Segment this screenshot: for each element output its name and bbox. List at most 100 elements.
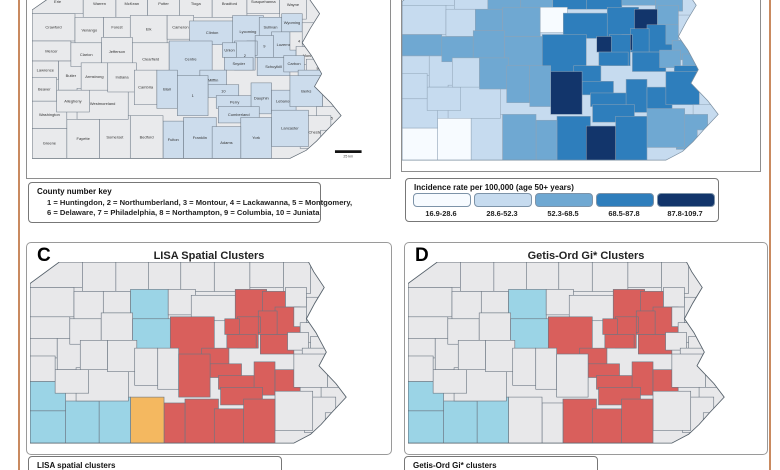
county-elk — [130, 289, 169, 320]
county-label-crawford: Crawford — [45, 26, 61, 30]
county-mercer — [408, 316, 449, 339]
county-bradford — [586, 0, 623, 10]
county-armstrong — [457, 340, 486, 370]
county-delaware — [320, 129, 340, 149]
county-clarion — [69, 318, 102, 345]
county-jefferson — [100, 312, 133, 345]
county-tioga — [180, 262, 215, 292]
county-somerset — [99, 115, 131, 159]
county-lancaster — [646, 108, 685, 148]
county-pike — [684, 296, 706, 323]
county-franklin — [556, 116, 591, 161]
county-allegheny — [426, 86, 461, 111]
right-margin-rule — [769, 0, 771, 470]
county-key-line-2: 6 = Delaware, 7 = Philadelphia, 8 = Nort… — [47, 208, 320, 217]
county-label-lancaster: Lancaster — [281, 127, 299, 131]
county-erie — [30, 262, 83, 288]
county-york — [615, 116, 648, 161]
county-huntingdon — [177, 75, 209, 116]
county-carbon — [659, 49, 681, 68]
county-bedford — [130, 396, 165, 444]
panel-d-getis-map — [408, 262, 725, 444]
county-label-lawrence: Lawrence — [37, 69, 54, 73]
state-outline — [402, 0, 719, 161]
county-label-wyoming: Wyoming — [284, 21, 301, 25]
legend-label-4: 68.5-87.8 — [608, 209, 640, 218]
county-somerset — [476, 396, 509, 444]
panel-c-title: LISA Spatial Clusters — [153, 250, 265, 262]
legend-swatch-3 — [535, 193, 593, 207]
county-elk — [129, 15, 168, 44]
county-venango — [74, 17, 104, 44]
county-label-wayne: Wayne — [287, 3, 299, 7]
county-adams — [213, 408, 244, 444]
county-label-dauphin: Dauphin — [254, 97, 269, 101]
county-label-perry: Perry — [230, 100, 240, 104]
county-armstrong — [451, 57, 480, 88]
county-wyoming — [285, 287, 307, 308]
county-label-union: Union — [224, 49, 234, 53]
county-lawrence — [402, 55, 430, 76]
county-lawrence — [30, 338, 58, 359]
county-label-bradford: Bradford — [222, 2, 237, 6]
county-cambria — [134, 347, 159, 386]
county-columbia — [635, 310, 656, 335]
county-wyoming — [657, 5, 679, 26]
county-label-monroe: Monroe — [303, 54, 317, 58]
county-label-carbon: Carbon — [287, 62, 300, 66]
county-snyder — [598, 51, 629, 66]
county-label-cumberland: Cumberland — [228, 113, 250, 117]
county-label-mercer: Mercer — [45, 49, 58, 53]
county-label-philadelphia: 7 — [344, 132, 346, 136]
county-bedford — [502, 114, 537, 161]
county-beaver — [32, 77, 57, 102]
county-lancaster — [274, 390, 314, 431]
county-erie — [408, 262, 461, 288]
county-forest — [475, 8, 503, 31]
county-label-bedford: Bedford — [140, 136, 154, 140]
county-beaver — [402, 73, 428, 100]
county-jefferson — [472, 30, 505, 63]
county-fulton — [163, 402, 186, 444]
county-label-westmoreland: Westmoreland — [90, 102, 116, 106]
state-outline — [32, 0, 342, 159]
county-lancaster — [271, 109, 309, 147]
county-label-cambria: Cambria — [138, 86, 154, 90]
county-york — [621, 398, 654, 444]
county-snyder — [226, 334, 257, 349]
county-label-mckean: McKean — [124, 2, 139, 6]
county-label-york: York — [252, 136, 260, 140]
county-label-susquehanna: Susquehanna — [251, 0, 277, 4]
county-label-clearfield: Clearfield — [142, 58, 159, 62]
county-label-luzerne: Luzerne — [277, 43, 291, 47]
state-outline — [30, 262, 347, 444]
incidence-legend-title: Incidence rate per 100,000 (age 50+ year… — [414, 183, 574, 192]
county-label-greene: Greene — [43, 142, 56, 146]
county-label-warren: Warren — [93, 2, 106, 6]
state-outline — [408, 262, 725, 444]
legend-swatch-4 — [596, 193, 654, 207]
county-mercer — [30, 316, 71, 339]
county-label-juniata: 10 — [221, 90, 225, 94]
county-fulton — [541, 402, 564, 444]
county-mckean — [115, 262, 149, 292]
county-label-berks: Berks — [301, 90, 311, 94]
county-susquehanna — [627, 262, 662, 288]
county-clinton — [568, 294, 616, 322]
county-label-beaver: Beaver — [38, 88, 51, 92]
county-label-schuylkill: Schuylkill — [265, 65, 282, 69]
county-bradford — [213, 262, 251, 292]
county-indiana — [107, 62, 137, 93]
county-armstrong — [80, 62, 109, 91]
county-label-butler: Butler — [66, 74, 77, 78]
legend-swatch-5 — [657, 193, 715, 207]
county-union — [596, 36, 612, 53]
county-label-cameron: Cameron — [172, 26, 188, 30]
county-venango — [73, 291, 104, 320]
county-label-mifflin: Mifflin — [208, 79, 218, 83]
county-columbia — [257, 310, 278, 335]
county-label-bucks: Bucks — [333, 100, 344, 104]
county-label-montgomery: 5 — [331, 117, 333, 121]
county-franklin — [183, 117, 217, 159]
county-warren — [82, 262, 117, 292]
